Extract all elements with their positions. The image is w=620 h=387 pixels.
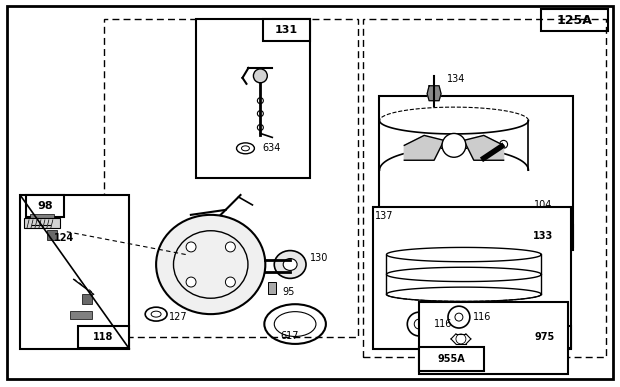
Bar bbox=[196, 19, 310, 178]
Text: 116: 116 bbox=[473, 312, 491, 322]
Text: 955A: 955A bbox=[437, 354, 465, 364]
Bar bbox=[69, 311, 92, 319]
Ellipse shape bbox=[283, 259, 297, 271]
Bar bbox=[373, 207, 571, 349]
Bar bbox=[268, 283, 277, 294]
Bar bbox=[24, 218, 60, 228]
Ellipse shape bbox=[156, 215, 265, 314]
Polygon shape bbox=[404, 135, 444, 160]
Text: 133: 133 bbox=[533, 231, 554, 241]
Circle shape bbox=[442, 134, 466, 157]
Circle shape bbox=[226, 277, 236, 287]
Text: 975: 975 bbox=[534, 332, 554, 342]
Circle shape bbox=[254, 69, 267, 83]
Text: 134: 134 bbox=[447, 74, 466, 84]
Text: 617: 617 bbox=[280, 331, 299, 341]
Text: 127: 127 bbox=[169, 312, 188, 322]
Text: 130: 130 bbox=[310, 253, 329, 262]
Bar bbox=[541, 9, 608, 31]
Text: 104: 104 bbox=[534, 200, 553, 210]
Bar bbox=[105, 19, 358, 337]
Text: 98: 98 bbox=[37, 201, 53, 211]
Circle shape bbox=[186, 277, 196, 287]
Bar bbox=[419, 347, 484, 371]
Ellipse shape bbox=[274, 251, 306, 278]
Bar bbox=[379, 96, 573, 250]
Text: 118: 118 bbox=[93, 332, 113, 342]
Text: 634: 634 bbox=[262, 143, 281, 153]
Bar bbox=[264, 19, 310, 41]
Bar bbox=[47, 230, 57, 240]
Text: 95: 95 bbox=[282, 287, 294, 297]
Bar bbox=[78, 326, 130, 348]
Text: 124: 124 bbox=[54, 233, 74, 243]
Bar bbox=[518, 326, 571, 348]
Bar bbox=[363, 19, 606, 357]
Bar bbox=[20, 195, 130, 349]
Circle shape bbox=[257, 111, 264, 116]
Circle shape bbox=[257, 98, 264, 104]
Circle shape bbox=[257, 125, 264, 130]
Bar bbox=[82, 294, 92, 304]
Text: 116: 116 bbox=[434, 319, 453, 329]
Circle shape bbox=[500, 140, 508, 148]
Bar bbox=[515, 225, 573, 247]
Circle shape bbox=[226, 242, 236, 252]
Text: 125A: 125A bbox=[556, 14, 592, 27]
Bar bbox=[26, 195, 64, 217]
Text: 131: 131 bbox=[275, 25, 298, 35]
Polygon shape bbox=[464, 135, 503, 160]
Polygon shape bbox=[427, 86, 441, 101]
Bar bbox=[419, 302, 568, 374]
Circle shape bbox=[186, 242, 196, 252]
Text: 137: 137 bbox=[374, 211, 393, 221]
Bar bbox=[30, 214, 54, 220]
